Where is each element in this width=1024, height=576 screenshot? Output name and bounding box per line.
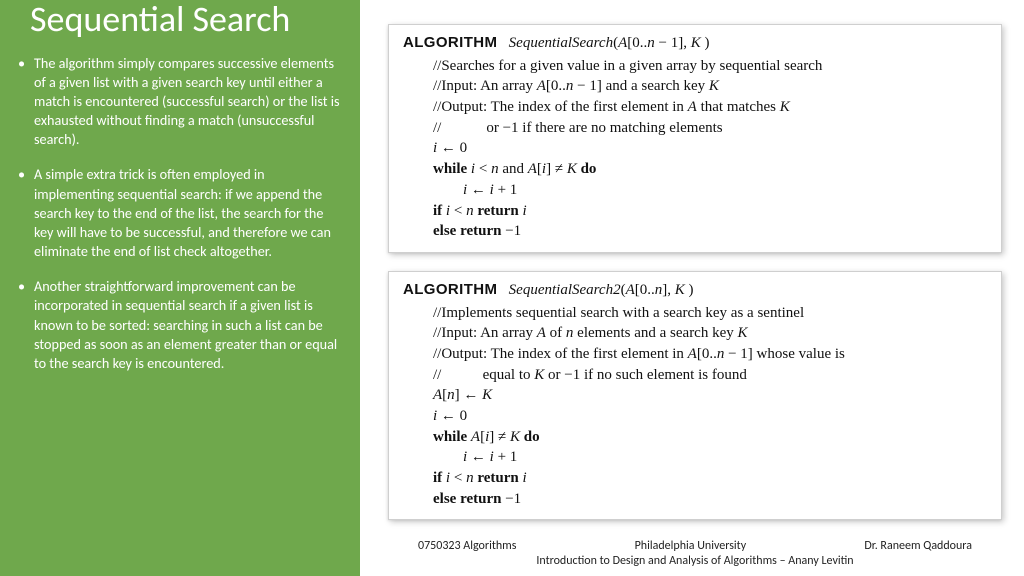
algo-name: SequentialSearch2 <box>509 282 621 298</box>
bullet-item: The algorithm simply compares successive… <box>18 54 342 150</box>
algo-line: i ← i + 1 <box>403 447 987 468</box>
algo-line: if i < n return i <box>403 468 987 489</box>
page-title: Sequential Search <box>30 0 342 40</box>
algo-line: while A[i] ≠ K do <box>403 427 987 448</box>
algorithm-box-2: ALGORITHM SequentialSearch2(A[0..n], K )… <box>388 271 1002 521</box>
algo-name: SequentialSearch <box>509 35 613 51</box>
algo-comment: // equal to K or −1 if no such element i… <box>403 365 987 386</box>
algo-line: i ← i + 1 <box>403 180 987 201</box>
sidebar-panel: Sequential Search The algorithm simply c… <box>0 0 360 576</box>
algo-comment: //Implements sequential search with a se… <box>403 303 987 324</box>
content-area: ALGORITHM SequentialSearch(A[0..n − 1], … <box>388 24 1002 538</box>
bullet-list: The algorithm simply compares successive… <box>18 54 342 374</box>
algorithm-box-1: ALGORITHM SequentialSearch(A[0..n − 1], … <box>388 24 1002 253</box>
algo-comment: //Searches for a given value in a given … <box>403 56 987 77</box>
footer: 0750323 Algorithms Philadelphia Universi… <box>388 539 1002 570</box>
algo-comment: //Input: An array A[0..n − 1] and a sear… <box>403 76 987 97</box>
algo-label: ALGORITHM <box>403 34 497 51</box>
footer-university: Philadelphia University <box>635 539 747 555</box>
footer-row: 0750323 Algorithms Philadelphia Universi… <box>388 539 1002 555</box>
footer-course: 0750323 Algorithms <box>418 539 516 555</box>
algo-line: if i < n return i <box>403 201 987 222</box>
algo-line: A[n] ← K <box>403 385 987 406</box>
algo-heading: ALGORITHM SequentialSearch2(A[0..n], K ) <box>403 280 987 301</box>
algo-line: i ← 0 <box>403 406 987 427</box>
footer-instructor: Dr. Raneem Qaddoura <box>864 539 972 555</box>
bullet-item: Another straightforward improvement can … <box>18 277 342 373</box>
algo-line: else return −1 <box>403 489 987 510</box>
algo-line: while i < n and A[i] ≠ K do <box>403 159 987 180</box>
algo-comment: //Output: The index of the first element… <box>403 344 987 365</box>
algo-comment: //Output: The index of the first element… <box>403 97 987 118</box>
algo-heading: ALGORITHM SequentialSearch(A[0..n − 1], … <box>403 33 987 54</box>
algo-line: else return −1 <box>403 221 987 242</box>
algo-line: i ← 0 <box>403 138 987 159</box>
bullet-item: A simple extra trick is often employed i… <box>18 165 342 261</box>
footer-book: Introduction to Design and Analysis of A… <box>388 554 1002 570</box>
algo-comment: //Input: An array A of n elements and a … <box>403 323 987 344</box>
algo-comment: // or −1 if there are no matching elemen… <box>403 118 987 139</box>
algo-label: ALGORITHM <box>403 281 497 298</box>
